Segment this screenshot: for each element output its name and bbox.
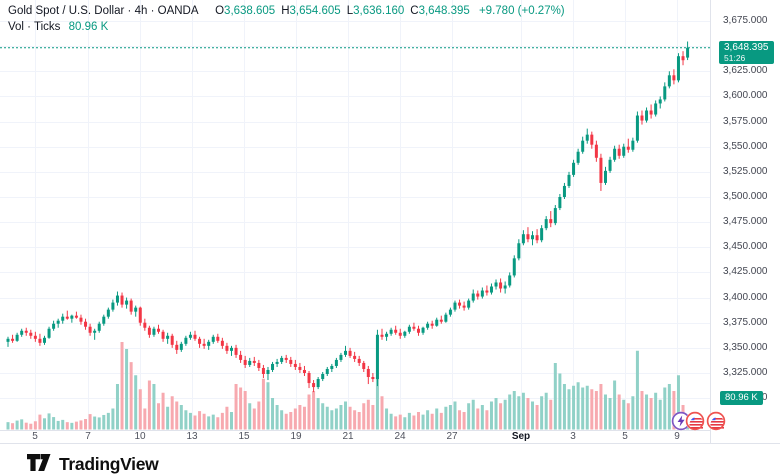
symbol-row: Gold Spot / U.S. Dollar · 4h · OANDA O3,… <box>8 4 565 19</box>
flash-icon[interactable] <box>671 411 691 431</box>
exchange-label[interactable]: OANDA <box>157 5 198 17</box>
time-tick-label: 21 <box>342 431 354 442</box>
price-tick-label: 3,525.000 <box>723 165 768 177</box>
time-tick-label: 7 <box>85 431 91 442</box>
ohlc-value: 3,648.395 <box>418 5 470 17</box>
time-tick-label: 10 <box>134 431 146 442</box>
time-tick-label: 3 <box>570 431 576 442</box>
bar-countdown: 51:26 <box>724 53 746 63</box>
price-tick-label: 3,575.000 <box>723 115 768 127</box>
price-tick-label: 3,375.000 <box>723 316 768 328</box>
ohlc-value: 3,636.160 <box>353 5 405 17</box>
time-tick-label: 24 <box>394 431 406 442</box>
time-tick-label: 13 <box>186 431 198 442</box>
price-tick-label: 3,500.000 <box>723 190 768 202</box>
price-tick-label: 3,675.000 <box>723 15 768 26</box>
ohlc-letter: L <box>346 5 354 17</box>
time-tick-label: 27 <box>446 431 458 442</box>
volume-badge: 80.96 K <box>720 391 763 405</box>
price-tick-label: 3,350.000 <box>723 341 768 353</box>
time-tick-label: 19 <box>290 431 302 442</box>
axis-separators <box>0 0 780 444</box>
tradingview-logo-icon <box>27 454 51 471</box>
ohlc-value: 3,654.605 <box>289 5 341 17</box>
volume-bars-layer <box>6 342 690 430</box>
time-tick-label: 5 <box>622 431 628 442</box>
price-tick-label: 3,325.000 <box>723 366 768 378</box>
timeframe-label[interactable]: 4h <box>134 5 148 17</box>
time-axis[interactable]: 5 7 10 13 15 19 21 24 27 Sep 3 5 9 <box>0 430 780 443</box>
ohlc-letter: C <box>410 5 419 17</box>
ohlc-letter: H <box>281 5 290 17</box>
ohlc-value: 3,638.605 <box>224 5 276 17</box>
legend-separator: · <box>150 5 155 17</box>
volume-indicator-label[interactable]: Vol · Ticks <box>8 21 61 33</box>
price-tick-label: 3,475.000 <box>723 216 768 228</box>
volume-row: Vol · Ticks 80.96 K <box>8 20 565 35</box>
price-tick-label: 3,425.000 <box>723 266 768 278</box>
price-axis[interactable]: 3,675.0003,650.0003,625.0003,600.0003,57… <box>710 0 780 443</box>
grid-layer <box>0 0 710 430</box>
price-tick-label: 3,625.000 <box>723 65 768 77</box>
volume-value: 80.96 K <box>68 21 109 33</box>
us-flag-icon[interactable] <box>685 411 705 431</box>
ohlc-letter: O <box>215 5 225 17</box>
last-price-badge: 3,648.395 51:26 <box>719 41 774 64</box>
price-tick-label: 3,600.000 <box>723 90 768 102</box>
chart-legend: Gold Spot / U.S. Dollar · 4h · OANDA O3,… <box>8 4 565 35</box>
ohlc-values: O3,638.605 H3,654.605 L3,636.160 C3,648.395 <box>209 5 470 17</box>
time-tick-label: 5 <box>32 431 38 442</box>
symbol-title[interactable]: Gold Spot / U.S. Dollar <box>8 5 125 17</box>
candles-layer <box>6 41 690 393</box>
legend-separator: · <box>127 5 132 17</box>
price-tick-label: 3,400.000 <box>723 291 768 303</box>
price-tick-label: 3,450.000 <box>723 241 768 253</box>
change-value: +9.780 (+0.27%) <box>478 5 565 17</box>
tradingview-logo-text: TradingView <box>59 454 159 474</box>
us-flag-icon[interactable] <box>706 411 726 431</box>
time-tick-label: 9 <box>674 431 680 442</box>
last-price-value: 3,648.395 <box>724 42 769 53</box>
time-tick-label: Sep <box>511 431 531 442</box>
price-tick-label: 3,550.000 <box>723 140 768 152</box>
time-tick-label: 15 <box>238 431 250 442</box>
tradingview-logo[interactable]: TradingView <box>26 452 159 475</box>
